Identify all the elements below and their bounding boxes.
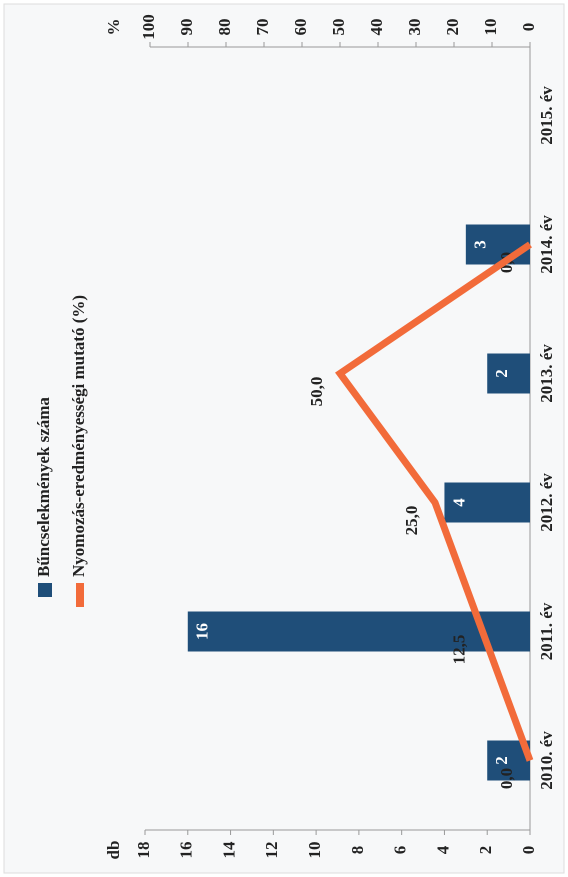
y-tick-label: 10 <box>305 842 324 859</box>
y2-tick-label: 20 <box>443 19 462 36</box>
line-label: 0,0 <box>497 768 516 789</box>
line-label: 50,0 <box>307 377 326 407</box>
y2-tick-label: 100 <box>139 14 158 40</box>
y-tick-label: 8 <box>348 846 367 855</box>
bar-label: 2 <box>492 369 511 378</box>
y-tick-label: 0 <box>519 846 538 855</box>
y2-tick-label: 40 <box>367 19 386 36</box>
y2-tick-label: 90 <box>177 19 196 36</box>
y2-tick-label: 70 <box>253 19 272 36</box>
y2-tick-label: 0 <box>519 23 538 32</box>
legend-label: Bűncselekmények száma <box>34 397 53 577</box>
bar-label: 4 <box>449 498 468 507</box>
bar <box>444 482 531 523</box>
y-tick-label: 16 <box>177 842 196 859</box>
y2-axis-title: % <box>104 19 123 36</box>
y2-tick-label: 50 <box>329 19 348 36</box>
bar-label: 16 <box>193 623 212 640</box>
y-tick-label: 6 <box>391 846 410 855</box>
background <box>3 3 565 874</box>
bar-label: 3 <box>471 240 490 249</box>
y2-tick-label: 30 <box>405 19 424 36</box>
y-tick-label: 2 <box>476 846 495 855</box>
line-label: 12,5 <box>449 635 468 665</box>
x-tick-label: 2015. év <box>537 86 556 145</box>
x-tick-label: 2014. év <box>537 215 556 274</box>
x-tick-label: 2011. év <box>537 602 556 660</box>
bar <box>487 353 531 394</box>
y-tick-label: 4 <box>433 845 452 854</box>
y2-tick-label: 10 <box>481 19 500 36</box>
x-tick-label: 2012. év <box>537 473 556 532</box>
y-tick-label: 14 <box>219 841 238 859</box>
y-axis-title: db <box>104 841 123 860</box>
legend-label: Nyomozás-eredményességi mutató (%) <box>69 295 88 577</box>
y2-tick-label: 80 <box>215 19 234 36</box>
x-tick-label: 2010. év <box>537 731 556 790</box>
line-label: 25,0 <box>402 506 421 536</box>
x-tick-label: 2013. év <box>537 344 556 403</box>
legend-swatch <box>38 583 52 597</box>
bar <box>487 740 531 781</box>
y-tick-label: 12 <box>262 842 281 859</box>
bar <box>187 611 530 652</box>
y2-tick-label: 60 <box>291 19 310 36</box>
rotated-chart: db % 0 2 4 6 8 10 12 14 16 18 0 10 20 30 40 50 60 70 80 90 1… <box>34 14 556 859</box>
y-tick-label: 18 <box>134 842 153 859</box>
line <box>335 241 534 762</box>
bar-label: 2 <box>492 756 511 765</box>
